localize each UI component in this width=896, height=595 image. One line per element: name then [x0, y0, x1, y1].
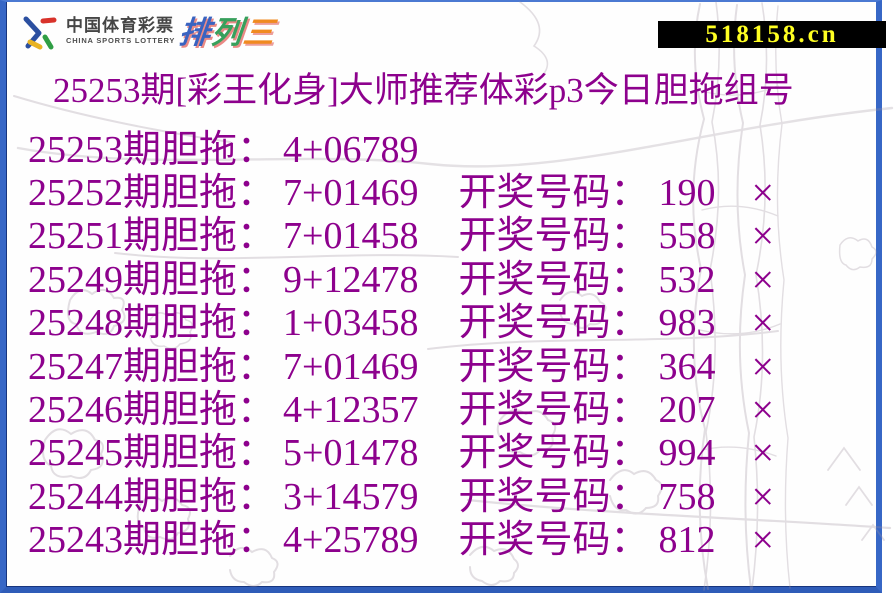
prediction-row: 25249 期胆拖： 9+12478 开奖号码： 532 ×: [28, 258, 774, 301]
row-period-suffix: 期胆拖：: [123, 432, 276, 475]
row-result: 558: [658, 215, 716, 258]
row-period: 25252: [28, 172, 123, 215]
miss-mark-icon: ×: [751, 256, 775, 302]
brand-char-2: 列: [209, 15, 246, 50]
prediction-row: 25245 期胆拖： 5+01478 开奖号码： 994 ×: [28, 432, 774, 475]
row-period: 25251: [28, 215, 123, 258]
prediction-row: 25248 期胆拖： 1+03458 开奖号码： 983 ×: [28, 302, 774, 345]
miss-mark-icon: ×: [751, 387, 775, 433]
page-title: 25253期[彩王化身]大师推荐体彩p3今日胆拖组号: [53, 71, 794, 110]
row-result: 532: [658, 258, 716, 301]
row-result-label: 开奖号码：: [458, 389, 649, 432]
row-period-suffix: 期胆拖：: [123, 215, 276, 258]
prediction-row: 25243 期胆拖： 4+25789 开奖号码： 812 ×: [28, 519, 774, 562]
row-pick: 7+01469: [283, 172, 419, 215]
row-result: 190: [658, 172, 716, 215]
miss-mark-icon: ×: [751, 170, 775, 216]
row-pick: 4+06789: [283, 128, 419, 171]
row-period: 25243: [28, 519, 123, 562]
miss-mark-icon: ×: [751, 473, 775, 519]
miss-mark-icon: ×: [751, 213, 775, 259]
logo-cn-name: 中国体育彩票: [66, 16, 174, 35]
row-pick: 4+25789: [283, 519, 419, 562]
row-period-suffix: 期胆拖：: [123, 389, 276, 432]
prediction-row: 25244 期胆拖： 3+14579 开奖号码： 758 ×: [28, 475, 774, 518]
row-result: 983: [658, 302, 716, 345]
miss-mark-icon: ×: [751, 343, 775, 389]
row-pick: 1+03458: [283, 302, 419, 345]
row-result-label: 开奖号码：: [458, 302, 649, 345]
row-result: 207: [658, 389, 716, 432]
row-period-suffix: 期胆拖：: [123, 345, 276, 388]
row-result: 994: [658, 432, 716, 475]
prediction-row: 25253 期胆拖： 4+06789: [28, 128, 774, 171]
row-result-label: 开奖号码：: [458, 258, 649, 301]
logo-en-name: CHINA SPORTS LOTTERY: [66, 36, 176, 45]
row-result: 364: [658, 345, 716, 388]
row-period-suffix: 期胆拖：: [123, 258, 276, 301]
row-period-suffix: 期胆拖：: [123, 128, 276, 171]
row-period: 25249: [28, 258, 123, 301]
miss-mark-icon: ×: [751, 300, 775, 346]
row-period: 25247: [28, 345, 123, 388]
row-period-suffix: 期胆拖：: [123, 475, 276, 518]
row-result: 812: [658, 519, 716, 562]
logo-text: 中国体育彩票 CHINA SPORTS LOTTERY: [66, 17, 175, 45]
sports-lottery-figure-icon: [23, 16, 57, 50]
row-period-suffix: 期胆拖：: [123, 302, 276, 345]
row-pick: 4+12357: [283, 389, 419, 432]
row-period: 25246: [28, 389, 123, 432]
row-pick: 5+01478: [283, 432, 419, 475]
row-pick: 7+01458: [283, 215, 419, 258]
row-result-label: 开奖号码：: [458, 432, 649, 475]
site-url-badge: 518158.cn: [658, 21, 886, 48]
brand-char-1: 排: [177, 15, 214, 50]
prediction-row: 25246 期胆拖： 4+12357 开奖号码： 207 ×: [28, 388, 774, 431]
row-result-label: 开奖号码：: [458, 215, 649, 258]
row-period-suffix: 期胆拖：: [123, 519, 276, 562]
row-period-suffix: 期胆拖：: [123, 172, 276, 215]
row-pick: 7+01469: [283, 345, 419, 388]
china-sports-lottery-logo: 中国体育彩票 CHINA SPORTS LOTTERY 排列三: [18, 11, 278, 55]
row-period: 25244: [28, 475, 123, 518]
prediction-row: 25252 期胆拖： 7+01469 开奖号码： 190 ×: [28, 171, 774, 214]
miss-mark-icon: ×: [751, 517, 775, 563]
row-pick: 3+14579: [283, 475, 419, 518]
row-result-label: 开奖号码：: [458, 519, 649, 562]
row-pick: 9+12478: [283, 258, 419, 301]
brand-pailie3: 排列三: [177, 11, 278, 55]
prediction-row: 25251 期胆拖： 7+01458 开奖号码： 558 ×: [28, 215, 774, 258]
brand-char-3: 三: [241, 15, 278, 50]
prediction-list: 25253 期胆拖： 4+06789 25252 期胆拖： 7+01469 开奖号码： 19…: [28, 128, 774, 562]
row-period: 25253: [28, 128, 123, 171]
row-period: 25248: [28, 302, 123, 345]
miss-mark-icon: ×: [751, 430, 775, 476]
row-period: 25245: [28, 432, 123, 475]
prediction-row: 25247 期胆拖： 7+01469 开奖号码： 364 ×: [28, 345, 774, 388]
row-result-label: 开奖号码：: [458, 475, 649, 518]
row-result-label: 开奖号码：: [458, 172, 649, 215]
row-result: 758: [658, 475, 716, 518]
row-result-label: 开奖号码：: [458, 345, 649, 388]
